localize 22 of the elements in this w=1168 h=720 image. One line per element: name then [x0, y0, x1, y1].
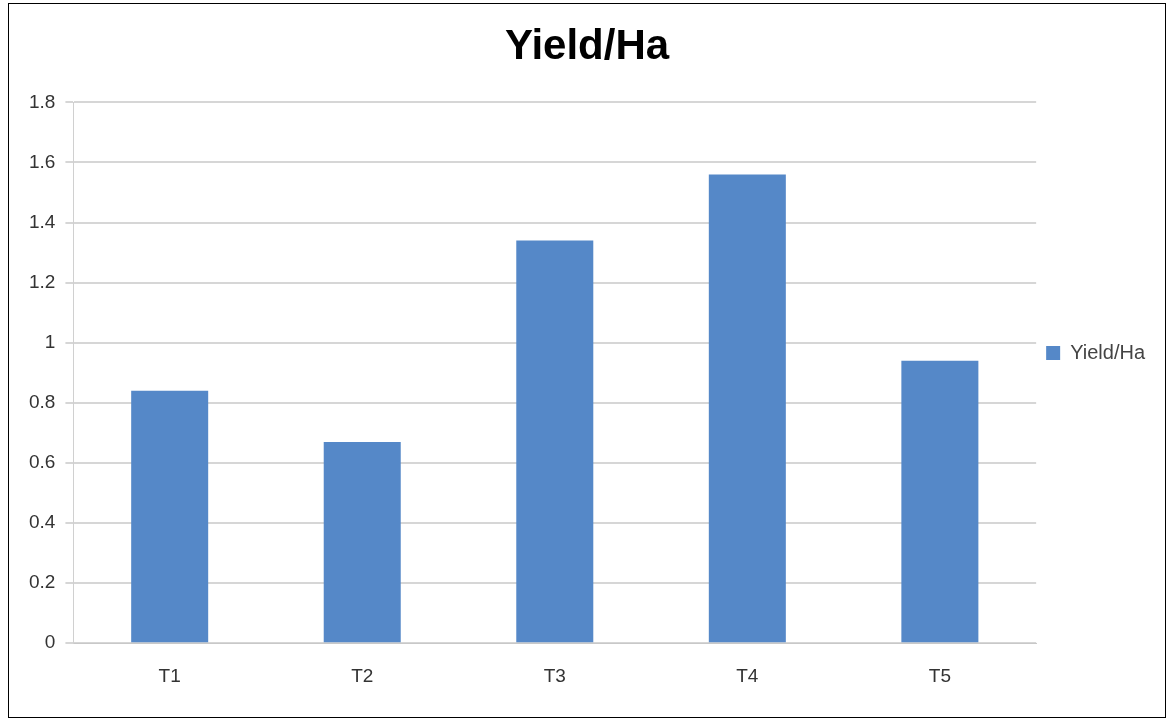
y-tick-label: 0.2	[28, 571, 56, 593]
y-tick-label: 1.8	[28, 90, 56, 112]
x-tick-label: T3	[543, 664, 566, 686]
bar	[131, 390, 209, 643]
y-tick-label: 1.4	[28, 210, 56, 232]
bar	[323, 441, 401, 643]
y-tick-label: 1.2	[28, 270, 56, 292]
y-tick-label: 1	[44, 330, 56, 352]
x-tick-label: T2	[351, 664, 374, 686]
x-tick-label: T4	[736, 664, 759, 686]
y-tick-label: 0	[44, 631, 56, 653]
bar	[516, 240, 594, 643]
y-tick-label: 0.6	[28, 451, 56, 473]
y-tick-label: 0.4	[28, 511, 56, 533]
chart-title: Yield/Ha	[504, 20, 670, 68]
bar	[708, 174, 786, 643]
y-tick-label: 1.6	[28, 150, 56, 172]
x-tick-label: T1	[158, 664, 181, 686]
legend-label: Yield/Ha	[1070, 340, 1146, 363]
x-tick-label: T5	[928, 664, 951, 686]
bar	[901, 360, 979, 643]
y-tick-label: 0.8	[28, 391, 56, 413]
